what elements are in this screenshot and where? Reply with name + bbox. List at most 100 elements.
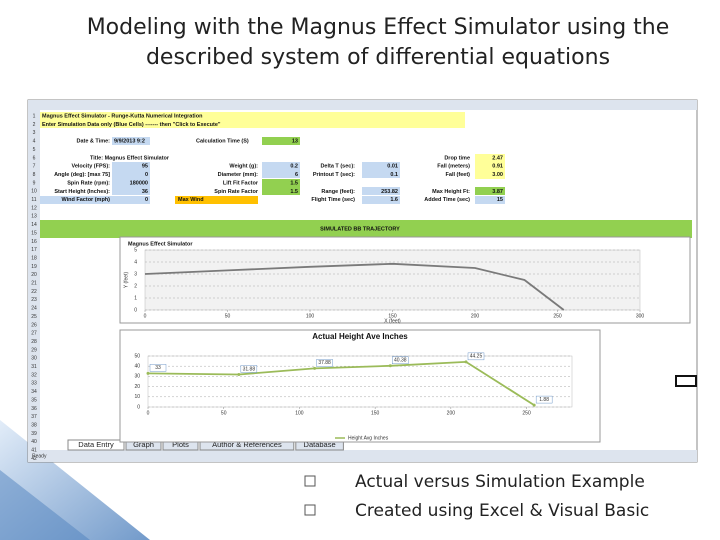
cell: Wind Factor (mph) xyxy=(61,197,110,203)
row-number: 19 xyxy=(31,264,37,270)
cell: 0.1 xyxy=(390,172,398,178)
plot-area xyxy=(147,355,573,408)
cell: 0.2 xyxy=(290,164,298,170)
cell-fill xyxy=(475,154,505,179)
cell-fill xyxy=(175,196,258,204)
data-point xyxy=(464,360,468,364)
x-axis-label: X (feet) xyxy=(384,318,401,324)
cell: 0.01 xyxy=(387,164,398,170)
y-tick-label: 3 xyxy=(134,271,137,277)
bullet-box xyxy=(304,475,316,487)
data-label-box xyxy=(392,356,409,365)
plot-area xyxy=(144,249,641,311)
row-number: 5 xyxy=(33,147,36,153)
row-number: 7 xyxy=(33,164,36,170)
row-number: 35 xyxy=(31,397,37,403)
y-axis-label: Y (feet) xyxy=(123,272,129,289)
cell: 3.87 xyxy=(492,189,503,195)
cell: SIMULATED BB TRAJECTORY xyxy=(320,226,400,232)
row-number: 34 xyxy=(31,389,37,395)
data-label-box xyxy=(149,364,167,372)
y-tick-label: 10 xyxy=(134,394,140,400)
cell: 0 xyxy=(145,197,148,203)
sheet-tab-label: Author & References xyxy=(212,440,282,449)
row-number: 32 xyxy=(31,372,37,378)
row-number: 13 xyxy=(31,214,37,220)
cell: Date & Time: xyxy=(76,139,110,145)
sheet-tab[interactable] xyxy=(67,439,125,451)
cell: Start Height (Inches): xyxy=(54,189,110,195)
row-number: 23 xyxy=(31,297,37,303)
cell: 180000 xyxy=(130,180,148,186)
cell: Max Wind xyxy=(178,197,204,203)
cell: Spin Rate (rpm): xyxy=(67,180,110,186)
cell: 15 xyxy=(497,197,503,203)
row-header xyxy=(28,110,40,450)
cell: 13 xyxy=(292,139,298,145)
cell-fill xyxy=(362,196,400,204)
row-number: 15 xyxy=(31,230,37,236)
cell: Max Height Ft: xyxy=(432,189,470,195)
cell: Fall (feet) xyxy=(446,172,471,178)
y-tick-label: 0 xyxy=(134,307,137,313)
cell-fill xyxy=(362,162,400,178)
cell: 36 xyxy=(142,189,148,195)
slide-title: described system of differential equatio… xyxy=(146,45,610,70)
y-tick-label: 40 xyxy=(134,364,140,370)
status: Ready xyxy=(32,453,47,459)
row-number: 31 xyxy=(31,364,37,370)
data-label: 40.38 xyxy=(394,358,407,364)
cell: 1.6 xyxy=(390,197,398,203)
row-number: 6 xyxy=(33,155,36,161)
cell: Flight Time (sec) xyxy=(311,197,355,203)
x-tick-label: 50 xyxy=(225,313,231,319)
x-tick-label: 50 xyxy=(221,410,227,416)
cell: 0.91 xyxy=(492,164,503,170)
x-tick-label: 100 xyxy=(306,313,315,319)
row-number: 33 xyxy=(31,381,37,387)
cell: 1.5 xyxy=(290,189,298,195)
cell: Delta T (sec): xyxy=(320,164,355,170)
cell-fill xyxy=(112,137,150,145)
cell-fill xyxy=(262,162,300,178)
data-label: 37.88 xyxy=(318,360,331,366)
cell-fill xyxy=(475,196,505,204)
data-point xyxy=(237,372,241,376)
row-number: 2 xyxy=(33,122,36,128)
row-number: 14 xyxy=(31,222,37,228)
row-number: 21 xyxy=(31,281,37,287)
x-tick-label: 250 xyxy=(553,313,562,319)
cell: Lift Fit Factor xyxy=(223,180,259,186)
row-number: 4 xyxy=(33,139,36,145)
cell: Range (feet): xyxy=(321,189,355,195)
bullet-box xyxy=(304,504,316,516)
row-number: 20 xyxy=(31,272,37,278)
sheet-tab-label: Plots xyxy=(172,440,189,449)
row-number: 26 xyxy=(31,322,37,328)
legend-label: Height Avg Inches xyxy=(348,435,389,441)
data-label-box xyxy=(535,395,553,404)
cell: 253.82 xyxy=(381,189,398,195)
cell: Printout T (sec): xyxy=(313,172,355,178)
cell: 95 xyxy=(142,164,148,170)
x-tick-label: 300 xyxy=(636,313,645,319)
sheet-tab-label: Database xyxy=(304,440,336,449)
y-tick-label: 30 xyxy=(134,374,140,380)
cell: Weight (g): xyxy=(229,164,258,170)
bullet: Created using Excel & Visual Basic xyxy=(355,501,649,521)
decoration xyxy=(0,470,90,540)
cell: 1.5 xyxy=(290,180,298,186)
x-tick-label: 150 xyxy=(371,410,380,416)
row-number: 10 xyxy=(31,189,37,195)
y-tick-label: 20 xyxy=(134,384,140,390)
cell: Velocity (FPS): xyxy=(71,164,110,170)
y-tick-label: 0 xyxy=(137,404,140,410)
cell-fill xyxy=(475,187,505,195)
slide-title: Modeling with the Magnus Effect Simulato… xyxy=(87,15,670,40)
cell: Spin Rate Factor xyxy=(214,189,259,195)
row-number: 8 xyxy=(33,172,36,178)
data-line xyxy=(147,360,535,406)
row-number: 25 xyxy=(31,314,37,320)
x-tick-label: 200 xyxy=(447,410,456,416)
